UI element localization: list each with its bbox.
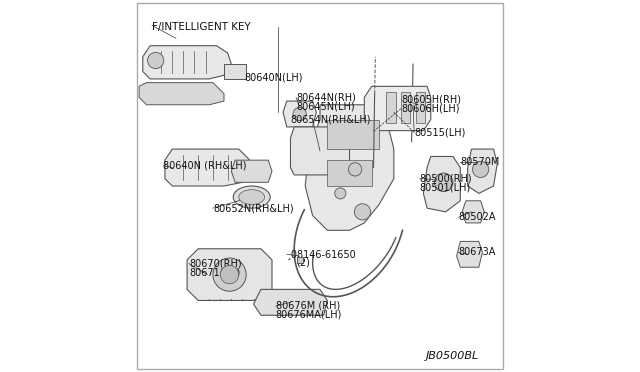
Polygon shape — [139, 83, 224, 105]
Polygon shape — [283, 101, 316, 127]
Text: 80605H(RH): 80605H(RH) — [401, 94, 461, 104]
Text: 80676M (RH): 80676M (RH) — [276, 301, 340, 311]
Text: 80676MA(LH): 80676MA(LH) — [276, 310, 342, 320]
Text: 80502A: 80502A — [458, 212, 496, 222]
Circle shape — [213, 258, 246, 291]
Circle shape — [355, 204, 371, 220]
Text: 80640N (RH&LH): 80640N (RH&LH) — [163, 161, 246, 171]
Text: 80640N(LH): 80640N(LH) — [244, 72, 303, 82]
Text: 80570M: 80570M — [460, 157, 500, 167]
Text: 80644N(RH): 80644N(RH) — [296, 92, 356, 102]
Ellipse shape — [239, 190, 264, 205]
Text: 80645N(LH): 80645N(LH) — [296, 102, 355, 112]
Text: 80501(LH): 80501(LH) — [420, 182, 471, 192]
Polygon shape — [424, 157, 460, 212]
Polygon shape — [291, 127, 349, 175]
Polygon shape — [165, 149, 253, 186]
Polygon shape — [462, 201, 484, 223]
Text: (2): (2) — [296, 257, 310, 267]
Text: 80654N(RH&LH): 80654N(RH&LH) — [291, 115, 371, 125]
Polygon shape — [232, 160, 272, 182]
Text: 80671(LH): 80671(LH) — [189, 267, 240, 277]
Polygon shape — [305, 105, 394, 230]
Text: 80515(LH): 80515(LH) — [414, 128, 465, 138]
Bar — [328, 160, 372, 186]
Text: F/INTELLIGENT KEY: F/INTELLIGENT KEY — [152, 22, 251, 32]
Polygon shape — [364, 86, 431, 131]
Circle shape — [293, 108, 307, 121]
Bar — [328, 119, 379, 149]
Text: 80673A: 80673A — [458, 247, 496, 257]
Polygon shape — [224, 64, 246, 79]
Text: 80606H(LH): 80606H(LH) — [401, 103, 460, 113]
Circle shape — [148, 52, 164, 68]
Circle shape — [348, 163, 362, 176]
Polygon shape — [187, 249, 272, 301]
Polygon shape — [468, 149, 497, 193]
Circle shape — [335, 188, 346, 199]
Circle shape — [435, 173, 453, 192]
Text: 80652N(RH&LH): 80652N(RH&LH) — [213, 203, 294, 213]
Text: 80500(RH): 80500(RH) — [420, 174, 472, 184]
Bar — [416, 92, 425, 123]
Text: JB0500BL: JB0500BL — [426, 351, 479, 361]
Polygon shape — [253, 289, 328, 315]
Bar — [401, 92, 410, 123]
Circle shape — [472, 161, 489, 177]
Text: 80670(RH): 80670(RH) — [189, 259, 241, 269]
Polygon shape — [456, 241, 483, 267]
Polygon shape — [143, 46, 232, 79]
Bar — [387, 92, 396, 123]
Ellipse shape — [233, 186, 270, 208]
Text: ¸08146-61650: ¸08146-61650 — [287, 249, 356, 259]
Circle shape — [220, 265, 239, 284]
